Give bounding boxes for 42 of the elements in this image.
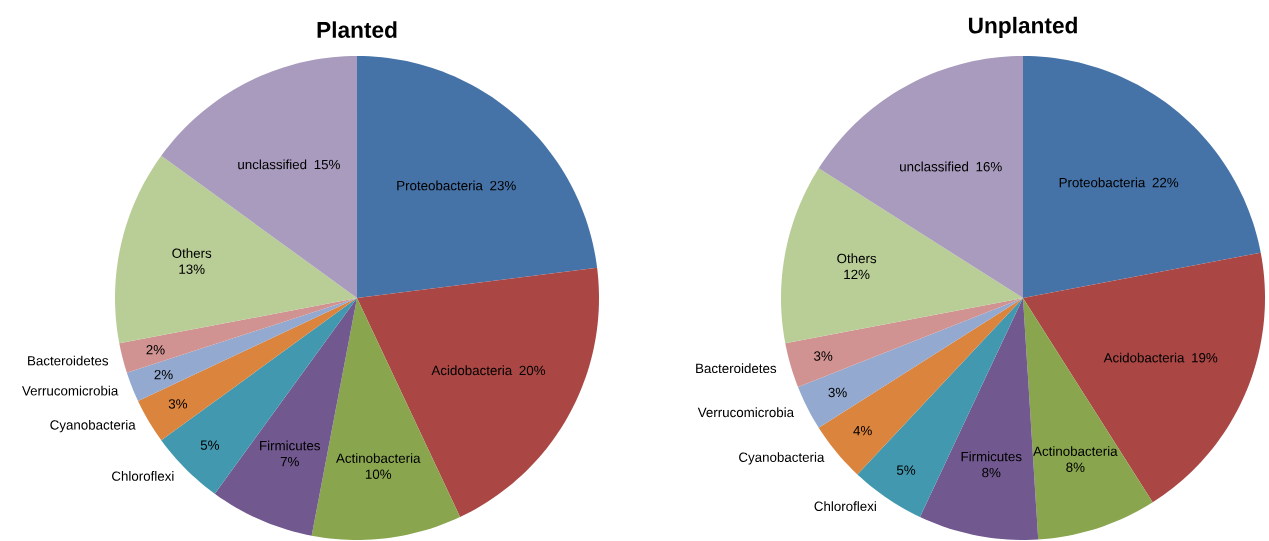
- slice-label: Verrucomicrobia: [22, 385, 119, 396]
- slice-label: Proteobacteria: [397, 180, 483, 191]
- data-label: 3%: [814, 351, 833, 361]
- slice-label: Chloroflexi: [814, 501, 876, 512]
- slice-label: unclassified: [238, 159, 307, 170]
- slice-label: Actinobacteria: [1033, 446, 1118, 456]
- data-label: 4%: [853, 425, 872, 436]
- data-label: 8%: [982, 467, 1001, 478]
- data-label: 16%: [976, 161, 1002, 172]
- slice-label: Others: [837, 253, 877, 264]
- slice-label: unclassified: [900, 161, 969, 172]
- slice-label: Bacteroidetes: [696, 363, 777, 374]
- slice-label: Chloroflexi: [112, 471, 174, 481]
- data-label: 8%: [1066, 462, 1085, 472]
- slice-label: Cyanobacteria: [739, 452, 825, 465]
- data-label: 13%: [179, 264, 205, 274]
- chart-title: Unplanted: [968, 16, 1077, 38]
- data-label: 10%: [365, 469, 392, 479]
- slice-label: Bacteroidetes: [28, 355, 109, 366]
- slice-label: Proteobacteria: [1059, 177, 1146, 188]
- slice-label: Firmicutes: [260, 440, 320, 451]
- data-label: 2%: [154, 369, 173, 380]
- slice-label: Actinobacteria: [336, 453, 421, 463]
- data-label: 20%: [519, 365, 546, 376]
- data-label: 12%: [844, 269, 870, 280]
- slice-label: Verrucomicrobia: [697, 407, 795, 418]
- data-label: 19%: [1192, 353, 1218, 363]
- slice-label: Others: [172, 248, 212, 258]
- data-label: 5%: [200, 440, 220, 450]
- data-label: 7%: [280, 456, 299, 467]
- data-label: 22%: [1152, 177, 1179, 188]
- chart-title: Planted: [317, 21, 397, 38]
- data-label: 3%: [828, 387, 847, 398]
- data-label: 2%: [146, 345, 165, 355]
- data-label: 3%: [168, 399, 188, 409]
- slice-label: Firmicutes: [961, 451, 1022, 462]
- data-label: 15%: [314, 159, 340, 170]
- slice-label: Acidobacteria: [431, 365, 513, 376]
- data-label: 5%: [896, 465, 916, 475]
- data-label: 23%: [490, 180, 516, 191]
- slice-label: Cyanobacteria: [50, 419, 136, 433]
- slice-label: Acidobacteria: [1103, 352, 1185, 363]
